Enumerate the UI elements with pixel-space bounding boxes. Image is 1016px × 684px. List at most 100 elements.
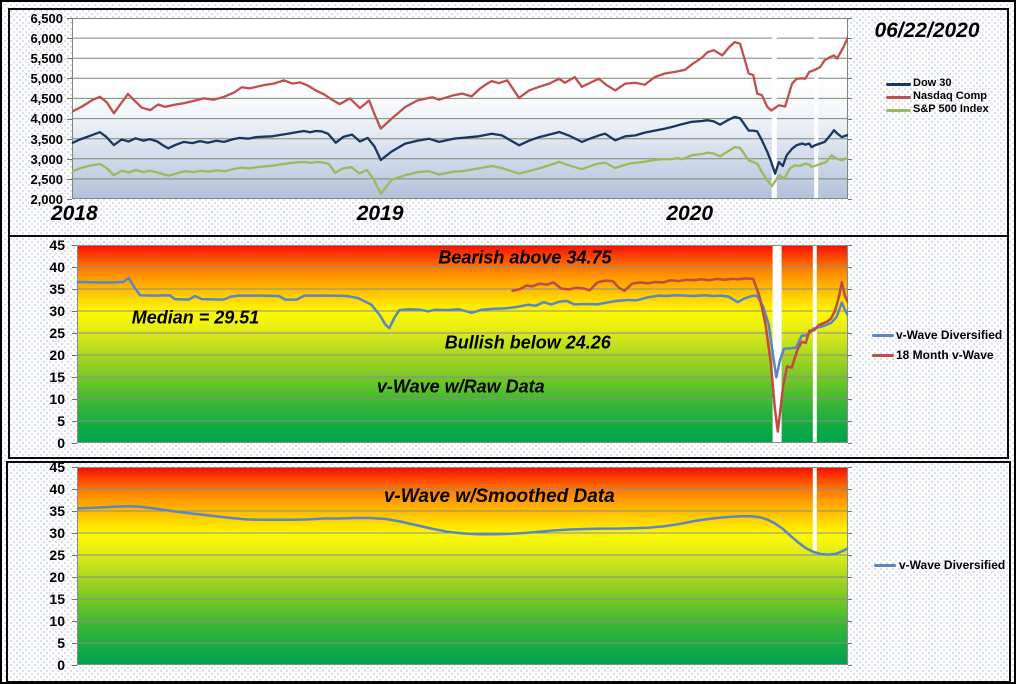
axis-tick	[72, 533, 77, 534]
axis-tick	[72, 599, 77, 600]
axis-tick	[848, 599, 852, 600]
axis-tick	[848, 533, 852, 534]
y-tick-label: 15	[49, 591, 65, 608]
axis-tick	[67, 158, 72, 160]
y-tick-label: 40	[49, 481, 65, 498]
series-dow-30	[72, 115, 848, 175]
legend-label: 18 Month v-Wave	[896, 347, 994, 362]
vwave-smoothed-svg	[77, 467, 848, 665]
x-axis-year-label: 2020	[666, 202, 714, 225]
axis-tick	[72, 377, 77, 378]
axis-tick	[848, 118, 852, 120]
axis-tick	[848, 38, 852, 40]
axis-tick	[848, 267, 852, 268]
y-tick-label: 25	[49, 325, 65, 342]
axis-tick	[72, 621, 77, 622]
axis-tick	[72, 665, 77, 666]
upper-panel-frame	[8, 8, 1009, 459]
y-tick-label: 3,000	[30, 151, 63, 167]
y-tick-label: 35	[49, 281, 65, 298]
axis-tick	[72, 489, 77, 490]
y-tick-label: 4,500	[30, 91, 63, 107]
y-tick-label: 0	[57, 657, 65, 674]
y-tick-label: 6,000	[30, 30, 63, 46]
market-index-chart	[72, 18, 848, 199]
y-tick-label: 45	[49, 237, 65, 254]
axis-tick	[848, 489, 852, 490]
y-tick-label: 25	[49, 547, 65, 564]
y-tick-label: 30	[49, 525, 65, 542]
axis-tick	[67, 58, 72, 60]
y-tick-label: 0	[57, 435, 65, 452]
series-v-wave-diversified	[77, 504, 848, 556]
x-axis-year-label: 2019	[356, 202, 404, 225]
date-label: 06/22/2020	[874, 19, 980, 42]
axis-tick	[848, 643, 852, 644]
white-reference-line	[812, 245, 817, 443]
legend-label: Dow 30	[913, 77, 952, 90]
vwave-smoothed-plot-area	[77, 467, 848, 665]
axis-tick	[848, 665, 852, 666]
axis-tick	[72, 289, 77, 290]
market-indexes-plot-area	[72, 18, 848, 199]
axis-tick	[72, 511, 77, 512]
chart-annotation: Bearish above 34.75	[438, 247, 612, 268]
plot-border	[72, 18, 848, 199]
y-tick-label: 3,500	[30, 131, 63, 147]
axis-tick	[72, 245, 77, 246]
axis-tick	[67, 78, 72, 80]
vwave-raw-svg	[77, 245, 848, 443]
axis-tick	[848, 289, 852, 290]
axis-tick	[848, 58, 852, 60]
axis-tick	[67, 178, 72, 180]
legend-marker	[886, 96, 911, 99]
axis-tick	[67, 138, 72, 140]
chart-annotation: Median = 29.51	[131, 307, 260, 328]
axis-tick	[848, 555, 852, 556]
y-tick-label: 5	[57, 413, 65, 430]
legend-marker	[872, 354, 894, 357]
axis-tick	[848, 178, 852, 180]
axis-tick	[848, 78, 852, 80]
axis-tick	[72, 467, 77, 468]
y-tick-label: 15	[49, 369, 65, 386]
axis-tick	[848, 421, 852, 422]
legend-marker	[886, 83, 911, 86]
axis-tick	[848, 399, 852, 400]
axis-tick	[848, 443, 852, 444]
lower-panel-frame	[6, 461, 1011, 682]
axis-tick	[72, 443, 77, 444]
chart-annotation: v-Wave w/Smoothed Data	[383, 485, 615, 507]
y-tick-label: 4,000	[30, 111, 63, 127]
axis-tick	[67, 18, 72, 19]
axis-tick	[848, 355, 852, 356]
y-tick-label: 10	[49, 391, 65, 408]
axis-tick	[848, 245, 852, 246]
axis-tick	[67, 98, 72, 100]
legend-label: S&P 500 Index	[913, 103, 989, 116]
axis-tick	[848, 577, 852, 578]
axis-tick	[72, 267, 77, 268]
axis-tick	[848, 138, 852, 140]
y-tick-label: 45	[49, 459, 65, 476]
market-indexes-svg	[72, 18, 848, 199]
legend-label: v-Wave Diversified	[899, 557, 1006, 572]
axis-tick	[848, 511, 852, 512]
axis-tick	[72, 399, 77, 400]
axis-tick	[72, 333, 77, 334]
legend-marker	[886, 109, 911, 112]
plot-border	[77, 467, 848, 665]
axis-tick	[67, 118, 72, 120]
axis-tick	[72, 311, 77, 312]
y-tick-label: 10	[49, 613, 65, 630]
legend-marker	[872, 334, 894, 337]
axis-tick	[848, 621, 852, 622]
panel-divider	[8, 235, 1009, 237]
axis-tick	[72, 355, 77, 356]
axis-tick	[848, 311, 852, 312]
axis-tick	[848, 333, 852, 334]
chart-annotation: Bullish below 24.26	[444, 332, 611, 353]
series-nasdaq-comp	[72, 35, 848, 130]
y-tick-label: 5	[57, 635, 65, 652]
y-tick-label: 5,000	[30, 71, 63, 87]
